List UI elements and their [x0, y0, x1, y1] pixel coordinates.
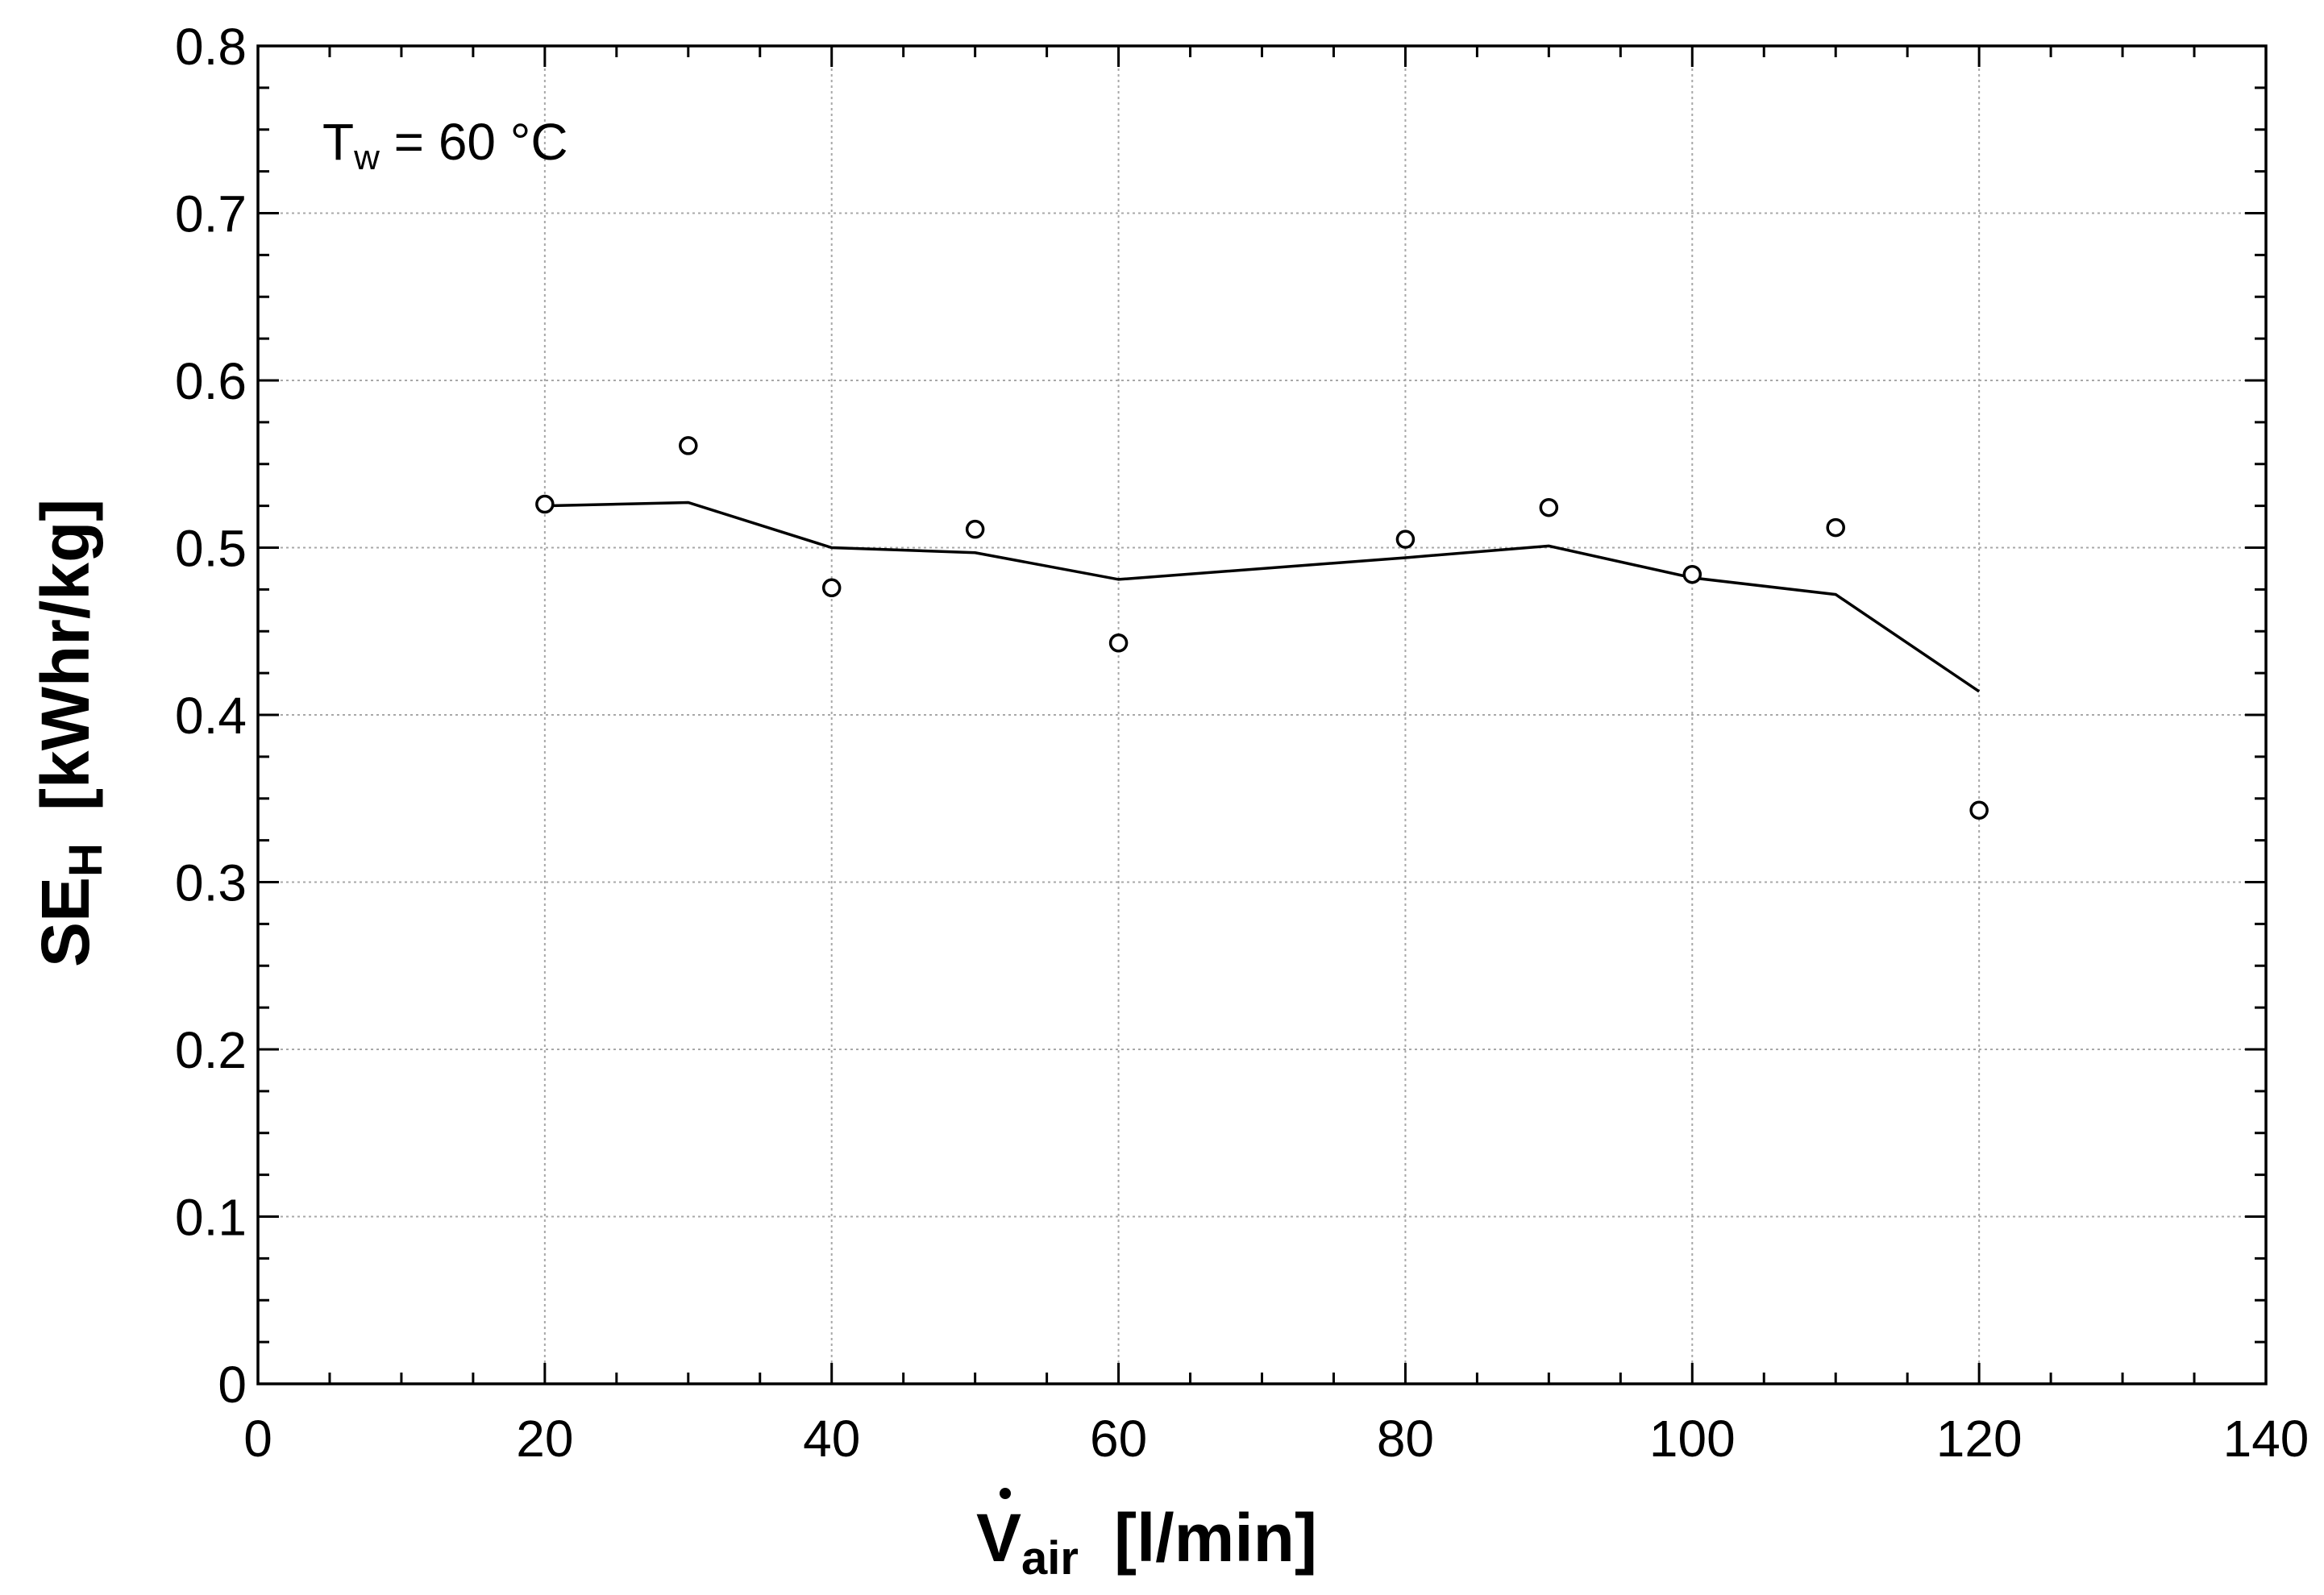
data-point	[1969, 800, 1989, 820]
y-tick-label: 0	[218, 1356, 247, 1414]
x-axis-label-dot	[1000, 1488, 1011, 1499]
x-tick-label: 40	[803, 1410, 860, 1468]
annotation-sub: w	[353, 138, 380, 177]
y-axis-label-sub: H	[60, 843, 112, 877]
data-points	[535, 436, 1989, 820]
x-tick-label: 60	[1090, 1410, 1147, 1468]
y-tick-label: 0.6	[175, 352, 247, 410]
x-tick-label: 80	[1377, 1410, 1434, 1468]
data-point	[679, 436, 698, 455]
y-axis-label-unit: [kWhr/kg]	[27, 499, 103, 811]
x-axis-label-main: V	[976, 1500, 1021, 1576]
x-tick-label: 140	[2223, 1410, 2309, 1468]
data-point	[1395, 530, 1416, 549]
y-tick-label: 0.7	[175, 185, 247, 243]
y-tick-label: 0.8	[175, 18, 247, 76]
svg-text:Vair[l/min]: Vair [l/min]	[976, 1500, 1317, 1585]
x-tick-label: 120	[1936, 1410, 2023, 1468]
data-point	[1108, 633, 1129, 653]
data-point	[965, 519, 985, 539]
axis-ticks	[256, 44, 2268, 1385]
y-tick-label: 0.1	[175, 1189, 247, 1247]
data-point	[821, 578, 842, 598]
fit-line-series	[544, 501, 1981, 693]
fit-line	[544, 501, 1981, 693]
data-point	[1539, 497, 1559, 517]
annotation-text: Tw = 60 °C	[322, 113, 568, 177]
y-tick-label: 0.3	[175, 854, 247, 912]
data-point	[1826, 517, 1845, 538]
x-tick-label: 0	[243, 1410, 272, 1468]
y-tick-label: 0.4	[175, 687, 247, 745]
x-axis-label-sub: air	[1021, 1532, 1079, 1585]
x-axis-label: Vair [l/min]	[976, 1488, 1317, 1585]
annotation-rest: = 60 °C	[380, 113, 568, 171]
y-axis-label-main: SE	[27, 877, 103, 967]
y-axis-label: SEH [kWhr/kg]	[27, 499, 112, 967]
grid-lines	[258, 46, 2266, 1384]
y-tick-label: 0.2	[175, 1021, 247, 1079]
data-point	[1682, 564, 1702, 584]
data-point	[535, 494, 555, 514]
plot-frame	[256, 44, 2268, 1385]
tick-labels: 0 20 40 60 80 100 120 140 0 0.1 0.2 0.3 0.4 0.5 0.6 0.7…	[175, 18, 2309, 1468]
x-tick-label: 20	[516, 1410, 573, 1468]
x-axis-label-unit: [l/min]	[1114, 1500, 1317, 1576]
annotation-main: T	[322, 113, 354, 171]
y-tick-label: 0.5	[175, 520, 247, 578]
x-tick-label: 100	[1649, 1410, 1736, 1468]
